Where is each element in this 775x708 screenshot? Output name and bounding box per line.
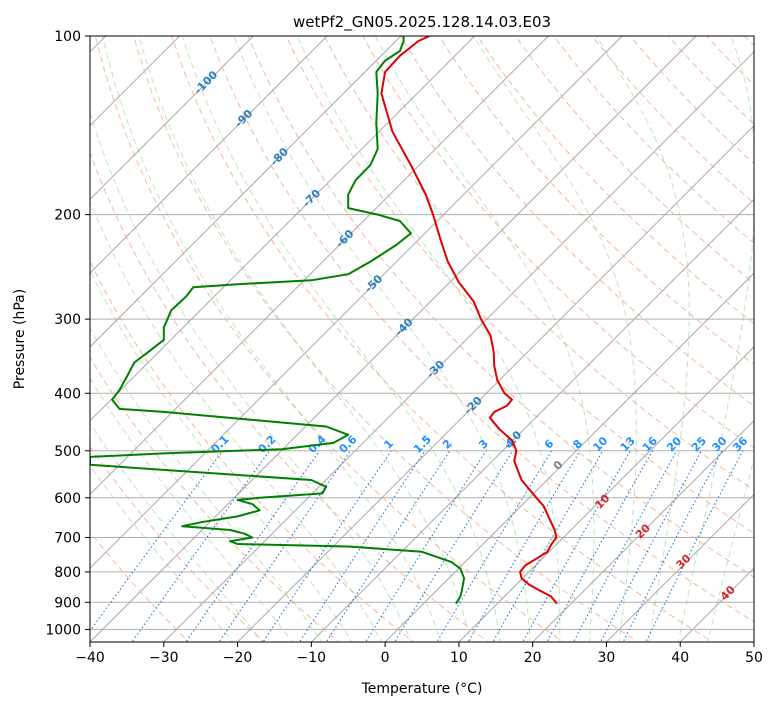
plot-frame — [89, 35, 755, 643]
y-tick-label: 200 — [54, 208, 81, 224]
isotherm-line — [384, 272, 754, 642]
mixing-ratio-line — [572, 450, 678, 642]
x-tick-label: −30 — [149, 650, 179, 666]
moist-adiabat — [90, 377, 293, 642]
x-tick-label: 30 — [598, 650, 616, 666]
mixing-ratio-line — [90, 450, 224, 632]
moist-adiabat — [677, 36, 754, 642]
mixing-ratio-line — [131, 450, 271, 642]
x-tick-label: −20 — [223, 650, 253, 666]
dry-adiabat — [133, 36, 639, 642]
mixing-ratio-lines — [90, 450, 744, 642]
y-axis-ticks: 100 200 300 400 500 600 700 800 900 1000 — [45, 29, 90, 638]
moist-adiabat — [90, 422, 264, 642]
isotherm-line — [90, 36, 328, 274]
x-axis-label: Temperature (°C) — [361, 681, 483, 697]
dry-adiabat — [438, 36, 754, 366]
dry-adiabat — [90, 260, 415, 642]
isotherm-line — [90, 36, 402, 348]
dry-adiabat — [247, 36, 754, 578]
x-tick-label: −10 — [297, 650, 327, 666]
moist-adiabat — [90, 269, 353, 642]
x-tick-label: 20 — [524, 650, 542, 666]
x-tick-label: 0 — [381, 650, 390, 666]
moist-adiabat — [233, 36, 531, 642]
dry-adiabat — [171, 36, 714, 642]
mixing-ratio-line — [262, 450, 392, 642]
y-tick-label: 600 — [54, 491, 81, 507]
x-tick-label: 50 — [745, 650, 763, 666]
mixing-ratio-line — [365, 450, 487, 642]
y-tick-label: 300 — [54, 312, 81, 328]
y-tick-label: 100 — [54, 29, 81, 45]
pressure-grid — [90, 36, 754, 630]
mixing-ratio-line — [185, 450, 321, 642]
x-axis-ticks: −40 −30 −20 −10 0 10 20 30 40 50 — [75, 642, 763, 666]
moist-adiabat — [472, 36, 637, 642]
moist-adiabat — [595, 36, 690, 642]
x-tick-label: 40 — [671, 650, 689, 666]
mixing-ratio-line — [599, 450, 702, 642]
dry-adiabat — [476, 36, 754, 325]
skewed-isotherms — [90, 36, 754, 642]
y-tick-label: 800 — [54, 565, 81, 581]
dry-adiabat — [400, 36, 754, 407]
mixing-ratio-line — [467, 450, 581, 642]
isotherm-line — [90, 36, 255, 201]
mixing-ratio-line — [645, 450, 744, 642]
dry-adiabat — [90, 445, 265, 642]
mixing-ratio-line — [325, 450, 451, 642]
dry-adiabat — [285, 36, 754, 534]
y-tick-label: 400 — [54, 386, 81, 402]
mixing-ratio-line — [393, 450, 514, 642]
x-tick-label: −40 — [75, 650, 105, 666]
profile-line — [90, 36, 466, 605]
moist-adiabat — [90, 111, 412, 642]
dry-adiabat — [324, 36, 754, 491]
dry-adiabat — [209, 36, 754, 623]
isotherm-line — [90, 36, 623, 569]
moist-adiabat — [90, 327, 323, 642]
isotherm-line — [90, 36, 476, 422]
isotherm-line — [310, 198, 754, 642]
y-tick-label: 500 — [54, 444, 81, 460]
mixing-ratio-line — [218, 450, 351, 642]
profile-series — [90, 36, 558, 605]
mixing-ratio-line — [622, 450, 723, 642]
isotherm-line — [531, 419, 754, 642]
y-tick-label: 700 — [54, 531, 81, 547]
moist-adiabat — [90, 464, 234, 642]
moist-adiabat — [181, 36, 501, 642]
isotherm-line — [605, 493, 754, 642]
plot-area: 0.1 0.2 0.4 0.6 1 1.5 2 3 4 6 8 10 13 16 20 25 30 36-100-… — [90, 36, 754, 642]
y-tick-label: 900 — [54, 595, 81, 611]
moist-adiabat — [90, 200, 383, 642]
chart-title: wetPf2_GN05.2025.128.14.03.E03 — [293, 13, 551, 32]
moist-adiabat — [296, 36, 561, 642]
y-tick-label: 1000 — [45, 622, 81, 638]
moist-adiabat — [101, 36, 442, 642]
isotherm-line — [163, 51, 754, 642]
isotherm-line — [458, 346, 754, 642]
isotherm-line — [90, 36, 550, 496]
isotherm-line — [236, 124, 754, 642]
moist-adiabat — [374, 36, 595, 642]
profile-line — [380, 36, 558, 605]
y-axis-label: Pressure (hPa) — [12, 289, 28, 389]
dry-adiabat — [94, 36, 564, 642]
mixing-ratio-line — [298, 450, 426, 642]
dry-adiabat — [90, 151, 490, 642]
dry-adiabat — [362, 36, 754, 449]
moist-adiabat — [707, 456, 754, 642]
x-tick-label: 10 — [450, 650, 468, 666]
mixing-ratio-line — [492, 450, 604, 642]
